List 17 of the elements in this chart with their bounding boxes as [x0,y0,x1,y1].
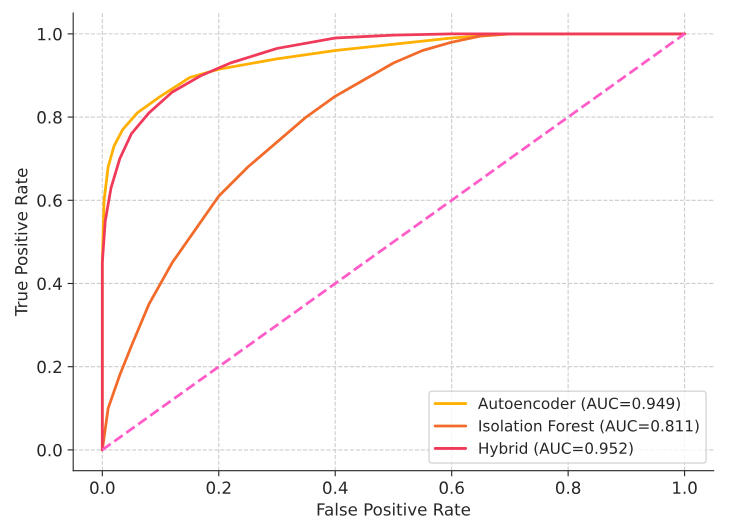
x-tick-label: 0.8 [556,481,580,494]
legend-label: Hybrid (AUC=0.952) [479,442,633,457]
x-tick-label: 0.0 [90,481,114,494]
x-tick-label: 0.2 [206,481,230,494]
y-tick-label: 0.0 [37,444,62,456]
y-tick-label: 1.0 [38,28,62,40]
x-axis-title: False Positive Rate [318,502,470,516]
y-tick-label: 0.2 [37,360,62,374]
x-tick-label: 1.0 [673,481,697,494]
x-tick-label: 0.4 [323,481,348,494]
y-tick-label: 0.6 [37,194,62,207]
y-tick-label: 0.4 [37,277,62,290]
y-axis-title: True Positive Rate [14,168,28,316]
x-tick-label: 0.6 [440,481,464,494]
y-tick-label: 0.8 [37,111,62,124]
legend-label: Autoencoder (AUC=0.949) [478,397,680,411]
legend-label: Isolation Forest (AUC=0.811) [479,420,699,434]
